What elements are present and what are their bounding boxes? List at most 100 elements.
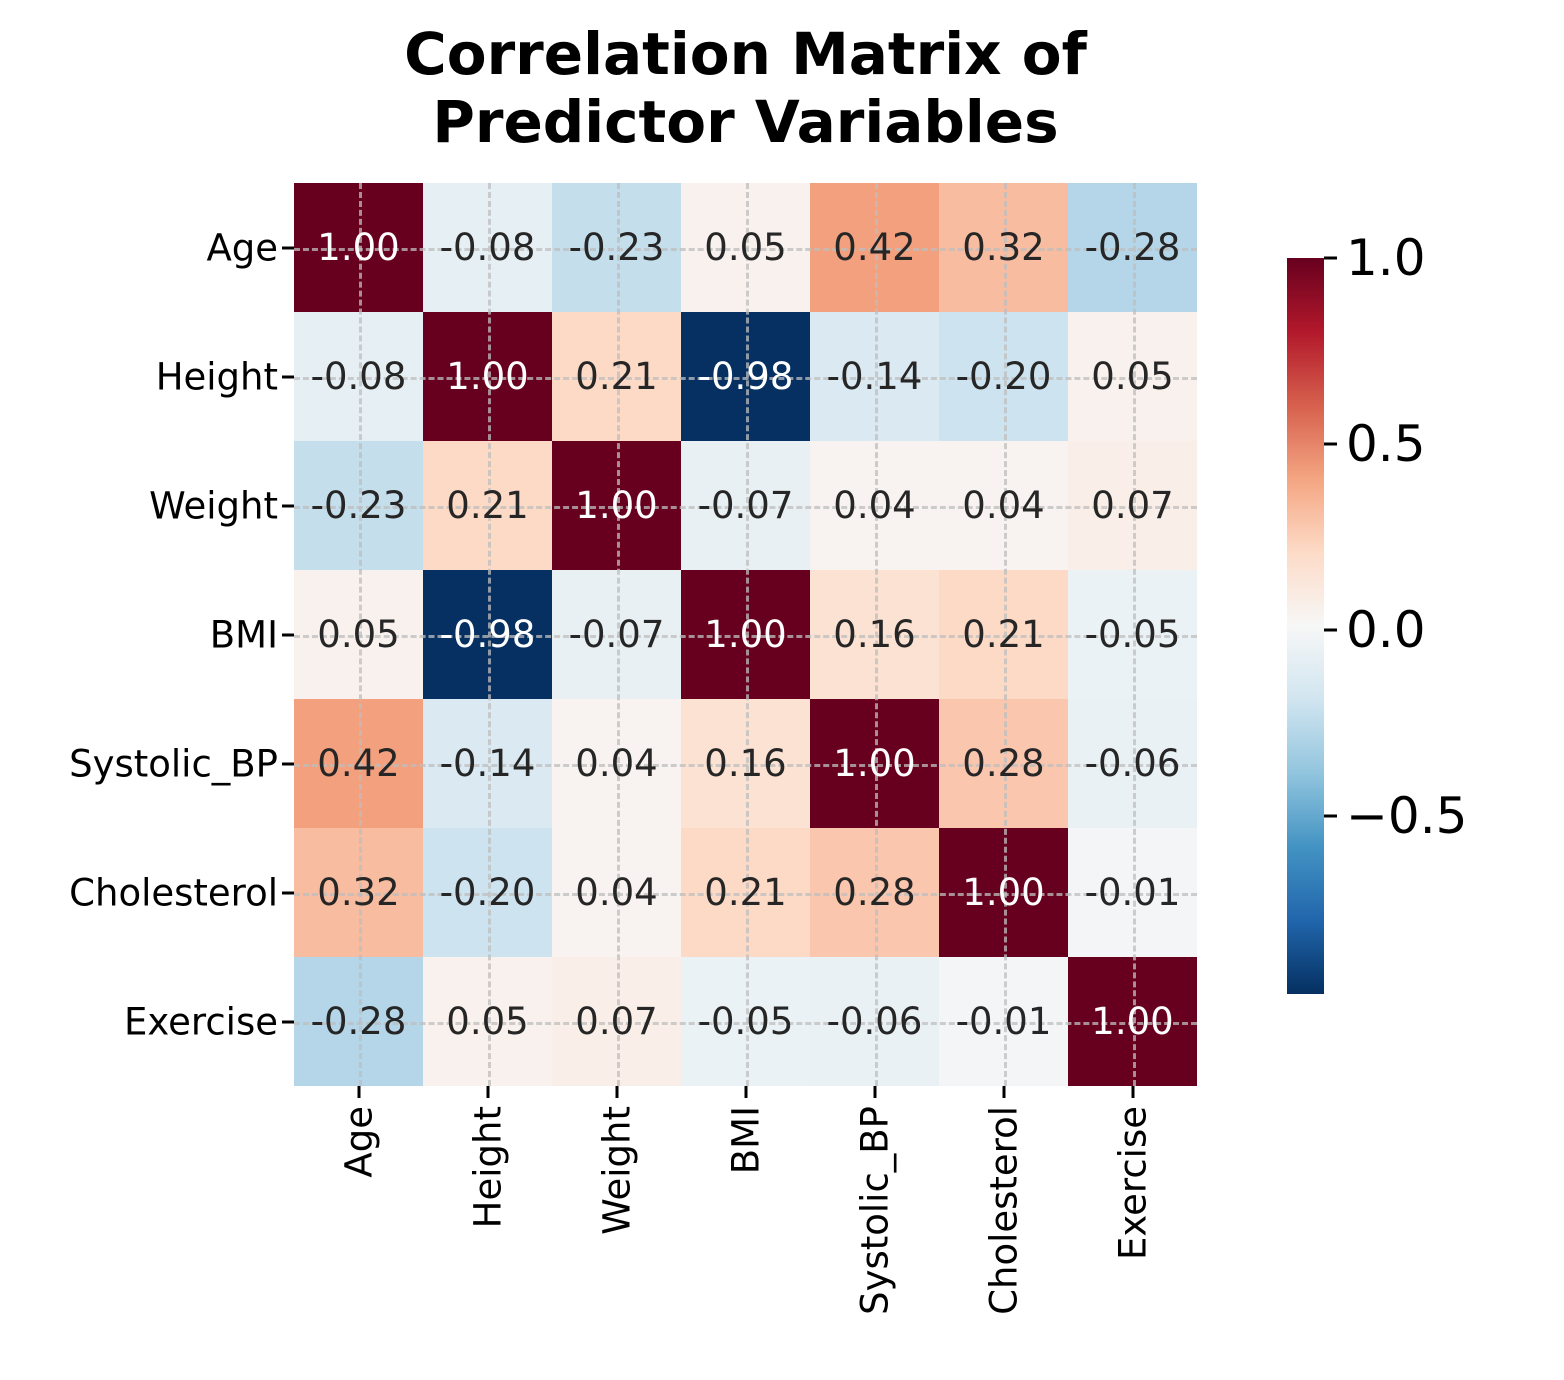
heatmap-cell-Cholesterol-Cholesterol: 1.00 [939,828,1068,957]
heatmap-cell-Weight-Systolic_BP: 0.04 [810,441,939,570]
heatmap-cell-Height-Age: -0.08 [294,312,423,441]
y-axis-label-Height: Height [155,355,278,398]
heatmap-cell-BMI-Exercise: -0.05 [1068,570,1197,699]
y-tick-mark [282,504,294,507]
colorbar-tick-mark [1324,628,1337,632]
heatmap-cell-Age-Height: -0.08 [423,183,552,312]
heatmap-cell-Cholesterol-Age: 0.32 [294,828,423,957]
x-axis-label-Cholesterol: Cholesterol [982,1106,1025,1315]
cell-value: -0.98 [439,613,536,656]
heatmap-cell-Height-Height: 1.00 [423,312,552,441]
cell-value: 0.16 [833,613,916,656]
heatmap-cell-BMI-Systolic_BP: 0.16 [810,570,939,699]
heatmap-cell-BMI-Height: -0.98 [423,570,552,699]
heatmap-cell-Age-Weight: -0.23 [552,183,681,312]
cell-value: 0.21 [446,484,529,527]
cell-value: 1.00 [446,355,529,398]
heatmap-cell-Exercise-Systolic_BP: -0.06 [810,957,939,1086]
cell-value: -0.06 [1084,742,1181,785]
cell-value: -0.05 [1084,613,1181,656]
heatmap-cell-BMI-Age: 0.05 [294,570,423,699]
cell-value: 0.21 [704,871,787,914]
cell-value: -0.08 [310,355,407,398]
x-tick-mark [873,1086,876,1098]
heatmap-matrix: 1.00 -0.08 -0.23 0.05 0.42 0.32 -0.28 -0.08 1.00… [294,183,1197,1086]
heatmap-cell-Age-Exercise: -0.28 [1068,183,1197,312]
colorbar-tick-label: 0.5 [1346,414,1426,473]
y-tick-mark [282,762,294,765]
x-tick-mark [615,1086,618,1098]
heatmap-cell-Systolic_BP-Exercise: -0.06 [1068,699,1197,828]
cell-value: 1.00 [575,484,658,527]
heatmap-cell-Systolic_BP-Cholesterol: 0.28 [939,699,1068,828]
heatmap-cell-Systolic_BP-Weight: 0.04 [552,699,681,828]
cell-value: 0.32 [962,226,1045,269]
cell-value: -0.98 [697,355,794,398]
colorbar-tick-label: 1.0 [1346,229,1426,287]
cell-value: -0.01 [955,1000,1052,1043]
heatmap-cell-Height-Exercise: 0.05 [1068,312,1197,441]
heatmap-cell-Cholesterol-Height: -0.20 [423,828,552,957]
cell-value: 0.04 [575,742,658,785]
cell-value: 1.00 [704,613,787,656]
heatmap-cell-Age-BMI: 0.05 [681,183,810,312]
colorbar-tick-mark [1324,256,1337,260]
heatmap-cell-Weight-Weight: 1.00 [552,441,681,570]
cell-value: 0.28 [962,742,1045,785]
heatmap-cell-Exercise-Height: 0.05 [423,957,552,1086]
cell-value: 0.21 [575,355,658,398]
x-axis-label-Systolic_BP: Systolic_BP [853,1106,896,1315]
heatmap-cell-BMI-BMI: 1.00 [681,570,810,699]
heatmap-cell-Cholesterol-Systolic_BP: 0.28 [810,828,939,957]
chart-title-line-2: Predictor Variables [432,88,1059,157]
heatmap-cell-BMI-Weight: -0.07 [552,570,681,699]
cell-value: 0.42 [833,226,916,269]
heatmap-cell-Exercise-Weight: 0.07 [552,957,681,1086]
y-axis-label-BMI: BMI [209,613,278,656]
x-tick-mark [1131,1086,1134,1098]
y-axis-label-Weight: Weight [149,484,278,527]
heatmap-cell-Systolic_BP-Systolic_BP: 1.00 [810,699,939,828]
heatmap-cell-BMI-Cholesterol: 0.21 [939,570,1068,699]
heatmap-cell-Height-Cholesterol: -0.20 [939,312,1068,441]
cell-value: -0.28 [1084,226,1181,269]
heatmap-cell-Cholesterol-Weight: 0.04 [552,828,681,957]
cell-value: -0.06 [826,1000,923,1043]
chart-title: Correlation Matrix of Predictor Variable… [294,20,1197,157]
colorbar [1287,258,1324,994]
x-tick-mark [744,1086,747,1098]
heatmap-cell-Height-Weight: 0.21 [552,312,681,441]
heatmap-cell-Height-BMI: -0.98 [681,312,810,441]
heatmap-cell-Systolic_BP-BMI: 0.16 [681,699,810,828]
cell-value: 0.07 [575,1000,658,1043]
cell-value: -0.14 [826,355,923,398]
cell-value: 0.28 [833,871,916,914]
heatmap-cell-Age-Cholesterol: 0.32 [939,183,1068,312]
cell-value: 0.05 [446,1000,529,1043]
cell-value: 0.04 [833,484,916,527]
y-tick-mark [282,246,294,249]
heatmap-cell-Weight-BMI: -0.07 [681,441,810,570]
cell-value: 0.04 [575,871,658,914]
y-tick-mark [282,375,294,378]
heatmap-cell-Weight-Age: -0.23 [294,441,423,570]
x-axis-label-Height: Height [466,1106,509,1229]
cell-value: 0.42 [317,742,400,785]
heatmap-cell-Weight-Cholesterol: 0.04 [939,441,1068,570]
y-tick-mark [282,891,294,894]
heatmap-cell-Cholesterol-BMI: 0.21 [681,828,810,957]
heatmap-cell-Height-Systolic_BP: -0.14 [810,312,939,441]
heatmap-cell-Exercise-Exercise: 1.00 [1068,957,1197,1086]
x-axis-label-BMI: BMI [724,1106,767,1175]
heatmap-cell-Systolic_BP-Height: -0.14 [423,699,552,828]
y-axis-label-Systolic_BP: Systolic_BP [69,742,278,785]
cell-value: 1.00 [317,226,400,269]
x-axis-label-Exercise: Exercise [1111,1106,1154,1260]
cell-value: 0.05 [704,226,787,269]
x-tick-mark [357,1086,360,1098]
colorbar-tick-mark [1324,814,1337,818]
y-axis-label-Exercise: Exercise [124,1000,278,1043]
colorbar-tick-mark [1324,442,1337,446]
colorbar-tick-label: −0.5 [1346,786,1468,845]
